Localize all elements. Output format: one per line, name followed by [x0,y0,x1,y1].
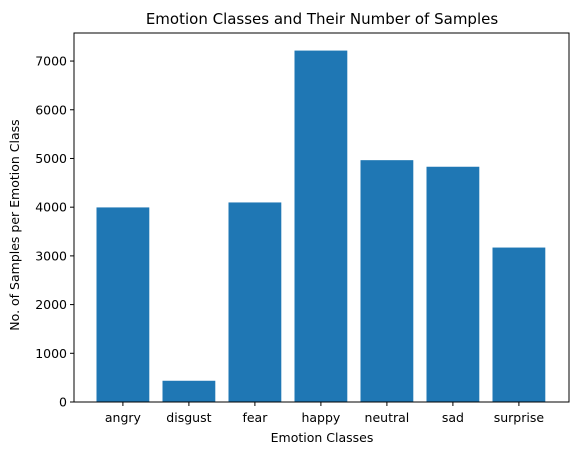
x-tick-label: neutral [365,410,410,425]
x-tick-label: fear [242,410,268,425]
y-axis-label: No. of Samples per Emotion Class [7,119,22,330]
y-tick-label: 1000 [35,346,67,361]
bar-surprise [492,247,546,402]
x-tick-label: happy [301,410,340,425]
y-ticks-group: 0 1000 2000 3000 4000 5000 6000 7000 [35,54,74,410]
chart-title: Emotion Classes and Their Number of Samp… [146,10,499,28]
x-tick-label: surprise [494,410,545,425]
y-tick-label: 3000 [35,248,67,263]
bar-fear [228,202,282,402]
y-tick-label: 5000 [35,151,67,166]
y-tick-label: 6000 [35,102,67,117]
axes-group [73,32,570,403]
x-tick-label: sad [442,410,464,425]
y-tick-label: 2000 [35,297,67,312]
x-tick-label: angry [105,410,142,425]
bar-sad [426,166,480,402]
bar-happy [294,50,348,402]
bar-angry [96,207,150,402]
x-ticks-group: angry disgust fear happy neutral sad surprise [105,402,545,425]
y-tick-label: 0 [59,395,67,410]
y-tick-label: 7000 [35,54,67,69]
bars-group [96,50,546,402]
x-axis-label: Emotion Classes [271,430,374,445]
bar-disgust [162,380,216,402]
bar-neutral [360,160,414,402]
plot-frame [73,32,570,403]
x-tick-label: disgust [166,410,211,425]
y-tick-label: 4000 [35,200,67,215]
